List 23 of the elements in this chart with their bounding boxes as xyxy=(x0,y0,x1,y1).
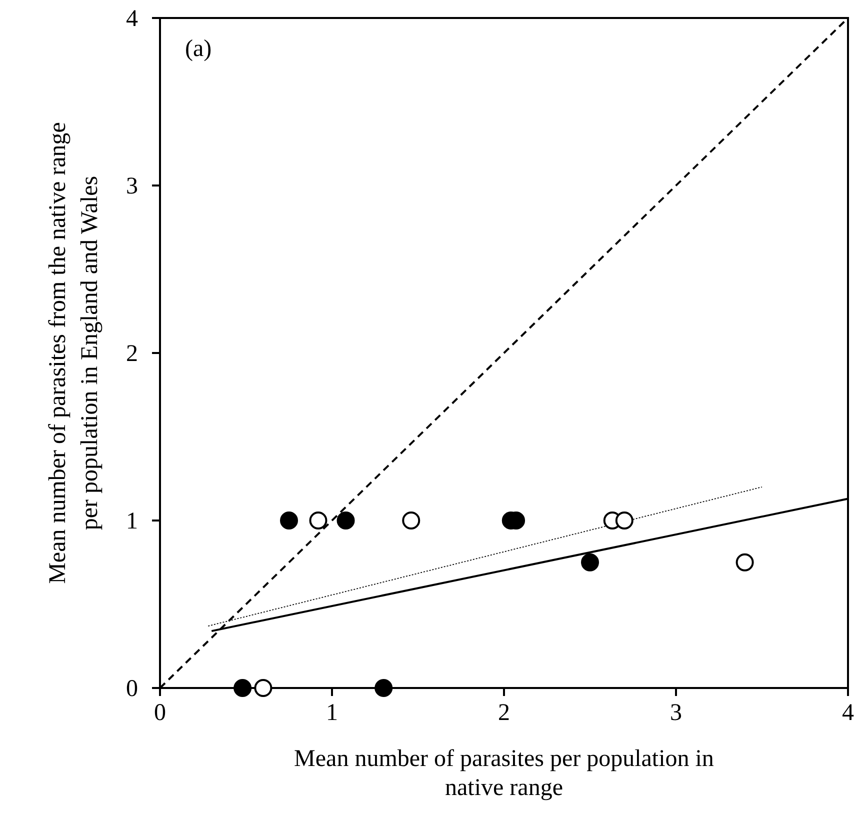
point xyxy=(336,512,355,530)
point xyxy=(615,512,634,530)
y-tick-label: 4 xyxy=(126,6,138,32)
point xyxy=(309,512,328,530)
x-tick-label: 2 xyxy=(498,700,510,726)
point xyxy=(374,679,393,697)
point xyxy=(402,512,420,530)
annotation: (a) xyxy=(185,36,212,62)
point xyxy=(581,553,599,572)
x-tick-label: 1 xyxy=(326,700,338,726)
point xyxy=(254,679,272,697)
y-tick-label: 3 xyxy=(126,174,138,200)
x-tick-label: 3 xyxy=(670,700,682,726)
point xyxy=(234,679,252,697)
x-tick-label: 4 xyxy=(842,700,854,726)
x-axis-title: Mean number of parasites per population in native range xyxy=(294,746,714,801)
y-tick-label: 1 xyxy=(126,508,138,534)
x-tick-label: 0 xyxy=(154,700,166,726)
point xyxy=(280,512,298,530)
y-axis-title: Mean number of parasites from the native range per population in England and Wales xyxy=(45,122,103,584)
y-tick-label: 0 xyxy=(126,676,138,702)
point xyxy=(736,553,754,572)
y-tick-label: 2 xyxy=(126,341,138,367)
